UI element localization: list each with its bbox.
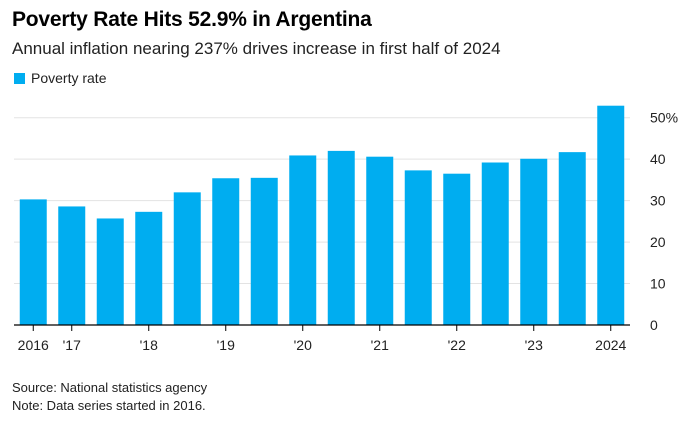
source-note: Source: National statistics agency: [12, 380, 208, 395]
x-tick-label: 2024: [595, 337, 626, 353]
bar: [597, 105, 625, 326]
y-tick-label: 40: [650, 151, 666, 167]
y-tick-label: 0: [650, 317, 658, 333]
y-tick-label: 10: [650, 276, 666, 292]
x-tick-label: '20: [294, 337, 312, 353]
bar: [366, 156, 394, 325]
bar: [212, 178, 240, 325]
x-tick-label: 2016: [18, 337, 49, 353]
bar: [404, 170, 432, 325]
bar: [289, 155, 317, 325]
x-tick-label: '18: [140, 337, 158, 353]
bar: [58, 206, 86, 325]
chart-subtitle: Annual inflation nearing 237% drives inc…: [12, 39, 501, 58]
legend: Poverty rate: [14, 70, 106, 86]
bar: [173, 192, 201, 325]
x-tick-label: '19: [217, 337, 235, 353]
bar: [19, 199, 47, 325]
bar: [558, 152, 586, 325]
x-tick-label: '23: [525, 337, 543, 353]
x-tick-label: '17: [63, 337, 81, 353]
bar: [250, 177, 278, 325]
bar: [135, 211, 163, 325]
bar: [327, 150, 355, 325]
data-note: Note: Data series started in 2016.: [12, 398, 206, 413]
bar: [520, 158, 548, 325]
x-tick-label: '21: [371, 337, 389, 353]
bar: [443, 173, 471, 325]
bar: [96, 218, 124, 325]
legend-label: Poverty rate: [31, 70, 107, 86]
chart-title: Poverty Rate Hits 52.9% in Argentina: [12, 8, 372, 31]
x-tick-label: '22: [448, 337, 466, 353]
legend-swatch: [14, 72, 25, 84]
y-tick-label: 30: [650, 193, 666, 209]
bar: [481, 162, 509, 325]
y-tick-label: 20: [650, 234, 666, 250]
y-tick-label: 50%: [650, 110, 678, 126]
